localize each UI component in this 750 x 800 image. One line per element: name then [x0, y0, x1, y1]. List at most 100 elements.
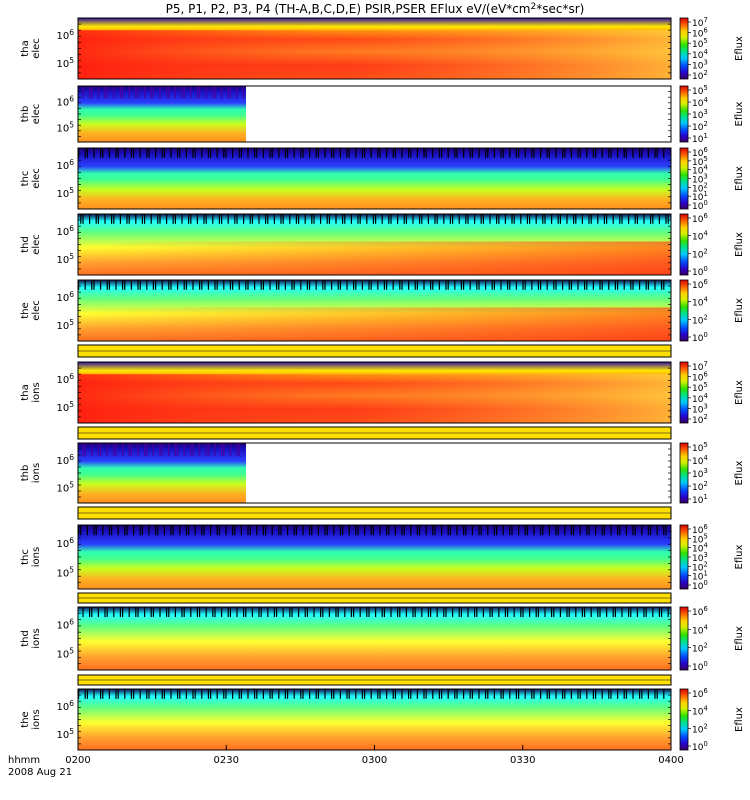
noise-stripe [254, 689, 256, 699]
noise-stripe [302, 148, 304, 158]
colorbar-tick-label: 102 [692, 69, 708, 82]
noise-stripe [542, 525, 544, 536]
noise-stripe [328, 607, 330, 618]
colorbar-tick-label: 103 [692, 402, 708, 415]
noise-stripe [84, 443, 86, 457]
noise-stripe [243, 214, 245, 224]
noise-stripe [361, 689, 363, 699]
noise-stripe [104, 607, 106, 618]
noise-stripe [168, 607, 170, 618]
noise-stripe [89, 214, 91, 224]
noise-stripe [289, 607, 291, 618]
y-tick-label: 105 [56, 252, 74, 266]
noise-stripe [425, 689, 427, 699]
y-tick-label: 105 [56, 318, 74, 332]
noise-stripe [267, 214, 269, 224]
noise-stripe [361, 280, 363, 290]
noise-stripe [590, 214, 592, 224]
noise-stripe [353, 280, 355, 290]
noise-stripe [93, 689, 95, 699]
noise-stripe [570, 525, 572, 536]
noise-stripe [271, 525, 273, 536]
colorbar-tick-label: 100 [692, 579, 708, 592]
noise-stripe [152, 607, 154, 618]
noise-stripe [227, 607, 229, 618]
noise-stripe [617, 689, 619, 699]
noise-stripe [155, 148, 157, 158]
noise-stripe [89, 86, 91, 99]
panel-thd-ions: 106 105 thdions 106 104 102 100 Eflux [20, 605, 745, 673]
noise-stripe [513, 214, 515, 224]
noise-stripe [100, 148, 102, 158]
noise-stripe [441, 689, 443, 699]
noise-stripe [386, 689, 388, 699]
colorbar-tick-label: 104 [692, 542, 708, 555]
noise-stripe [128, 86, 130, 99]
noise-stripe [106, 280, 108, 290]
noise-stripe [260, 607, 262, 618]
noise-stripe [148, 689, 150, 699]
noise-stripe [128, 214, 130, 224]
noise-stripe [573, 214, 575, 224]
noise-stripe [546, 148, 548, 158]
noise-stripe [273, 214, 275, 224]
noise-stripe [306, 607, 308, 618]
noise-stripe [196, 214, 198, 224]
noise-stripe [500, 148, 502, 158]
noise-stripe [566, 607, 568, 618]
noise-stripe [80, 214, 82, 224]
noise-stripe [520, 607, 522, 618]
noise-stripe [421, 214, 423, 224]
noise-stripe [100, 443, 102, 457]
noise-stripe [493, 525, 495, 536]
noise-stripe [238, 443, 240, 457]
noise-stripe [489, 607, 491, 618]
noise-stripe [240, 148, 242, 158]
noise-stripe [507, 280, 509, 290]
noise-stripe [661, 280, 663, 290]
noise-stripe [144, 214, 146, 224]
noise-stripe [234, 214, 236, 224]
noise-stripe [106, 443, 108, 457]
noise-stripe [639, 148, 641, 158]
noise-stripe [146, 148, 148, 158]
noise-stripe [379, 689, 381, 699]
colorbar-tick-label: 106 [692, 523, 708, 536]
noise-stripe [647, 148, 649, 158]
noise-stripe [555, 280, 557, 290]
noise-stripe [188, 214, 190, 224]
noise-stripe [139, 280, 141, 290]
noise-stripe [361, 148, 363, 158]
noise-stripe [531, 280, 533, 290]
colorbar-tick-label: 104 [692, 96, 708, 109]
noise-stripe [632, 280, 634, 290]
colorbar-tick-label: 103 [692, 58, 708, 71]
noise-stripe [91, 86, 93, 99]
noise-stripe [210, 689, 212, 699]
noise-stripe [641, 525, 643, 536]
noise-stripe [337, 607, 339, 618]
noise-stripe [500, 280, 502, 290]
noise-stripe [454, 280, 456, 290]
noise-stripe [647, 689, 649, 699]
y-tick-label: 105 [56, 120, 74, 134]
noise-stripe [377, 148, 379, 158]
noise-stripe [639, 689, 641, 699]
noise-stripe [650, 525, 652, 536]
noise-stripe [102, 148, 104, 158]
noise-stripe [412, 214, 414, 224]
colorbar-label: Eflux [734, 101, 745, 126]
noise-stripe [214, 86, 216, 99]
noise-stripe [348, 689, 350, 699]
noise-stripe [221, 214, 223, 224]
noise-stripe [430, 607, 432, 618]
noise-stripe [207, 148, 209, 158]
noise-stripe [397, 607, 399, 618]
noise-stripe [119, 86, 121, 99]
noise-stripe [84, 148, 86, 158]
noise-stripe [509, 280, 511, 290]
noise-stripe [150, 607, 152, 618]
noise-stripe [463, 525, 465, 536]
